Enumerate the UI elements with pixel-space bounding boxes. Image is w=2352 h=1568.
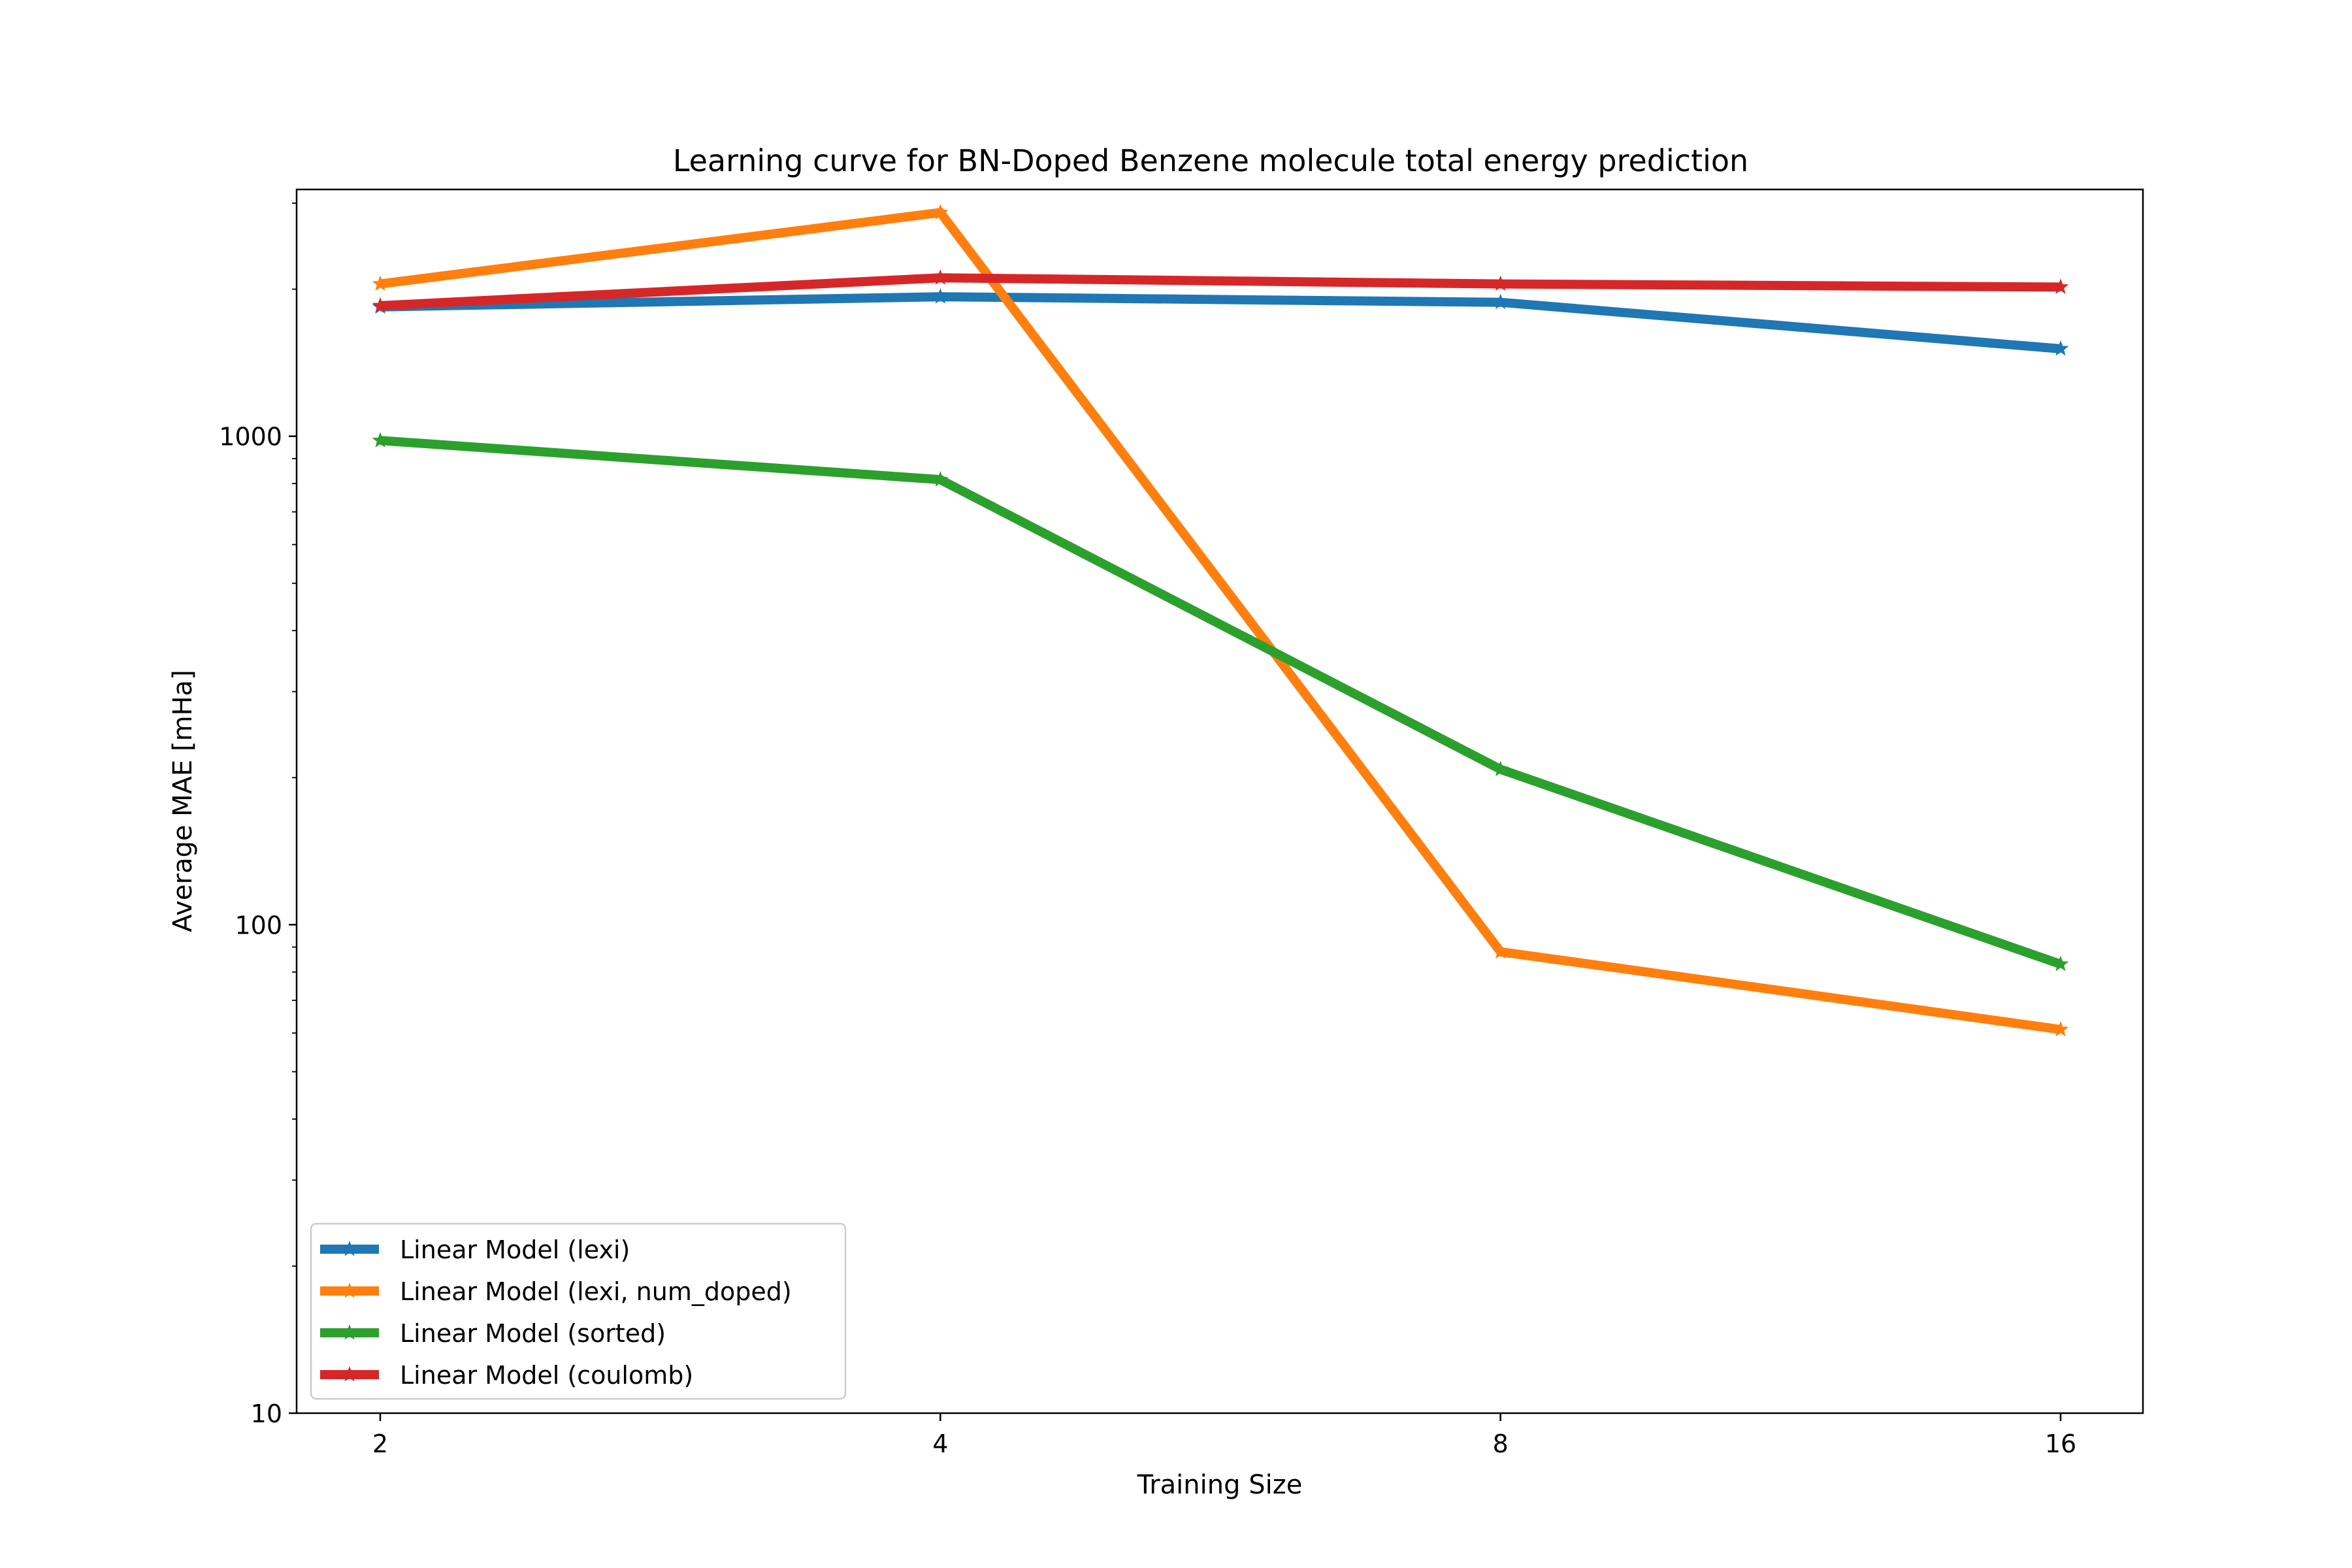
legend: Linear Model (lexi) Linear Model (lexi, n…: [310, 1222, 847, 1400]
series-marker-2: [2052, 1021, 2069, 1037]
axes-layer: 2 4 8 16 10 100 1000: [219, 203, 2076, 1458]
legend-marker-3: [341, 1324, 358, 1340]
legend-marker-1: [341, 1241, 358, 1256]
series-marker-2: [372, 275, 389, 291]
series-layer: [372, 204, 2069, 1037]
series-marker-1: [932, 288, 949, 304]
series-marker-1: [2052, 340, 2069, 356]
x-tick-label: 2: [372, 1429, 388, 1458]
plot-frame: [295, 188, 2144, 1414]
series-marker-3: [2052, 955, 2069, 972]
x-tick-label: 16: [2045, 1429, 2076, 1458]
series-marker-1: [1492, 293, 1509, 310]
y-tick-label: 10: [251, 1399, 282, 1428]
y-axis-label: Average MAE [mHa]: [168, 670, 198, 932]
series-marker-4: [1492, 275, 1509, 291]
legend-label-2: Linear Model (lexi, num_doped): [400, 1277, 792, 1306]
series-marker-2: [932, 204, 949, 220]
y-tick-label: 100: [235, 911, 282, 939]
x-axis-label: Training Size: [1137, 1470, 1303, 1500]
legend-label-4: Linear Model (coulomb): [400, 1361, 693, 1390]
chart-title: Learning curve for BN-Doped Benzene mole…: [673, 143, 1748, 178]
legend-marker-2: [341, 1282, 358, 1298]
y-tick-label: 1000: [219, 423, 282, 451]
series-line-1: [380, 292, 2061, 353]
series-marker-4: [932, 269, 949, 285]
series-line-4: [380, 273, 2061, 310]
series-marker-3: [932, 471, 949, 487]
series-marker-2: [1492, 943, 1509, 959]
legend-box: [310, 1222, 847, 1400]
series-line-2: [380, 207, 2061, 1034]
series-marker-3: [1492, 760, 1509, 777]
x-tick-label: 4: [932, 1429, 948, 1458]
legend-label-3: Linear Model (sorted): [400, 1319, 666, 1348]
series-marker-4: [372, 297, 389, 313]
series-marker-4: [2052, 278, 2069, 294]
x-tick-label: 8: [1493, 1429, 1509, 1458]
series-line-3: [380, 436, 2063, 969]
legend-label-1: Linear Model (lexi): [400, 1235, 630, 1264]
series-marker-3: [372, 432, 389, 448]
legend-marker-4: [341, 1366, 358, 1382]
